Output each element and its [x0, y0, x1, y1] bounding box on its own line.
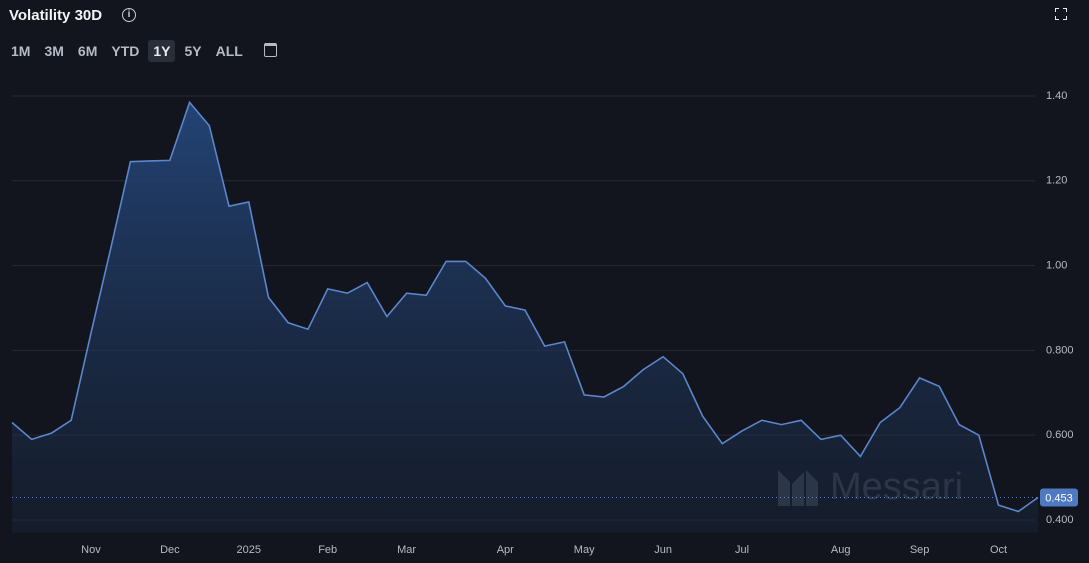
calendar-icon[interactable]: [264, 43, 277, 57]
x-tick-label: Aug: [831, 544, 851, 556]
toolbar: Volatility 30D i 1M 3M 6M YTD 1Y 5Y ALL: [0, 0, 1089, 70]
current-value-label: 0.453: [1045, 492, 1073, 504]
x-tick-label: Jun: [654, 544, 672, 556]
current-value-box: [1040, 488, 1078, 507]
range-button[interactable]: 3M: [44, 43, 64, 59]
x-tick-label: Nov: [81, 544, 101, 556]
y-tick-label: 0.600: [1046, 429, 1074, 441]
range-button[interactable]: 6M: [77, 43, 98, 59]
y-tick-label: 0.400: [1046, 514, 1074, 526]
y-tick-label: 1.40: [1046, 90, 1067, 102]
range-button[interactable]: ALL: [215, 43, 243, 59]
x-tick-label: Feb: [318, 544, 337, 556]
y-tick-label: 0.800: [1046, 344, 1074, 356]
range-selector: 1M 3M 6M YTD 1Y 5Y ALL: [6, 40, 248, 62]
x-tick-label: Dec: [160, 544, 180, 556]
area: [12, 102, 1038, 533]
line: [11, 100, 1039, 513]
x-tick-label: Jul: [735, 544, 749, 556]
chart-title: Volatility 30D: [9, 7, 103, 24]
y-tick-label: 1.20: [1046, 175, 1067, 187]
y-tick-label: 1.00: [1046, 259, 1067, 271]
x-tick-label: 2025: [237, 544, 261, 556]
range-button[interactable]: 5Y: [184, 43, 202, 59]
range-button[interactable]: 1Y: [148, 40, 176, 62]
x-tick-label: Apr: [497, 544, 514, 556]
x-tick-label: Oct: [990, 544, 1007, 556]
x-tick-label: May: [574, 544, 595, 556]
range-button[interactable]: YTD: [111, 43, 140, 59]
x-tick-label: Sep: [910, 544, 930, 556]
range-button[interactable]: 1M: [11, 43, 31, 59]
x-tick-label: Mar: [397, 544, 416, 556]
info-icon[interactable]: i: [122, 8, 136, 22]
